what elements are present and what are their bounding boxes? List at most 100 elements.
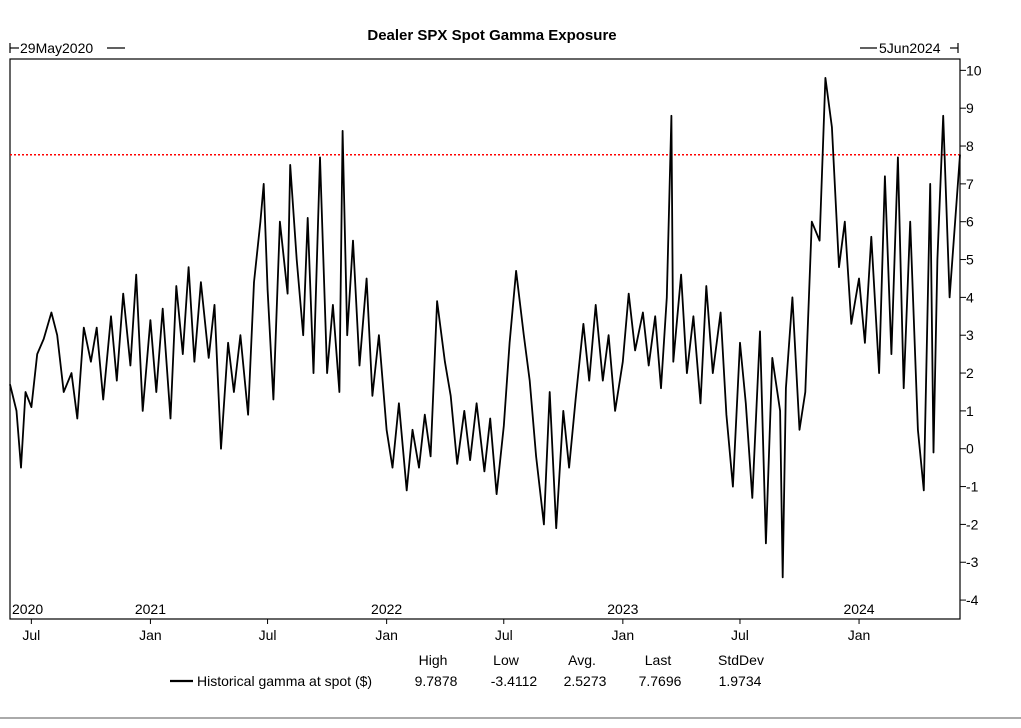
gamma-data-point: [346, 334, 348, 336]
gamma-data-point: [870, 236, 872, 238]
gamma-data-point: [213, 304, 216, 306]
gamma-data-point: [307, 217, 309, 219]
gamma-data-point: [70, 372, 73, 374]
y-tick-label: -4: [966, 592, 979, 608]
legend-value-low: -3.4112: [491, 673, 538, 689]
gamma-data-point: [122, 292, 124, 295]
range-start-label: 29May2020: [20, 40, 93, 56]
gamma-data-point: [483, 470, 485, 473]
gamma-data-point: [818, 240, 821, 242]
gamma-data-point: [608, 334, 610, 336]
gamma-data-point: [182, 353, 184, 355]
x-tick-label: Jan: [375, 627, 398, 643]
gamma-data-point: [535, 455, 537, 457]
gamma-data-point: [450, 395, 452, 397]
gamma-data-point: [719, 311, 722, 314]
y-tick-label: 10: [966, 62, 982, 78]
gamma-data-point: [959, 154, 961, 156]
gamma-data-point: [932, 451, 935, 454]
x-tick-label: Jan: [139, 627, 162, 643]
gamma-data-point: [56, 334, 58, 336]
gamma-data-point: [142, 410, 144, 412]
gamma-data-point: [239, 334, 241, 336]
gamma-data-point: [469, 459, 471, 461]
x-tick-label: Jul: [495, 627, 513, 643]
y-tick-label: 5: [966, 252, 974, 268]
year-label: 2021: [135, 601, 166, 617]
gamma-data-point: [897, 156, 899, 158]
gamma-data-point: [782, 576, 784, 578]
gamma-data-point: [342, 130, 344, 132]
gamma-data-point: [43, 338, 45, 340]
y-tick-label: 1: [966, 403, 974, 419]
gamma-data-point: [102, 398, 104, 401]
gamma-data-point: [759, 330, 761, 333]
gamma-data-point: [24, 391, 27, 393]
gamma-data-point: [568, 467, 570, 469]
gamma-data-point: [923, 489, 925, 491]
plot-area: [9, 58, 961, 620]
x-tick-label: Jul: [259, 627, 277, 643]
y-tick-label: -3: [966, 554, 979, 570]
gamma-data-point: [670, 115, 672, 117]
gamma-data-point: [162, 308, 164, 310]
gamma-data-point: [475, 402, 478, 404]
gamma-data-point: [326, 372, 328, 374]
gamma-data-point: [864, 342, 866, 344]
x-tick-label: Jul: [731, 627, 749, 643]
gamma-data-point: [63, 391, 65, 393]
gamma-data-point: [660, 387, 662, 389]
legend: High Low Avg. Last StdDev Historical gam…: [170, 652, 764, 689]
gamma-data-point: [574, 398, 577, 401]
gamma-data-point: [732, 485, 734, 488]
gamma-data-point: [83, 327, 85, 329]
gamma-data-point: [456, 463, 458, 465]
year-label: 2020: [12, 601, 43, 617]
gamma-data-point: [312, 372, 315, 374]
gamma-data-point: [135, 274, 137, 276]
gamma-data-point: [169, 417, 172, 420]
gamma-data-point: [220, 448, 222, 450]
gamma-data-point: [50, 311, 53, 314]
y-tick-label: 0: [966, 441, 974, 457]
gamma-data-point: [208, 357, 210, 359]
gamma-data-point: [503, 425, 505, 427]
gamma-data-point: [614, 410, 616, 412]
gamma-data-point: [588, 380, 590, 382]
gamma-data-point: [634, 349, 636, 351]
gamma-data-point: [831, 126, 833, 128]
gamma-data-point: [430, 455, 432, 457]
gamma-data-point: [279, 221, 281, 223]
legend-header-avg: Avg.: [568, 652, 596, 668]
legend-value-high: 9.7878: [415, 673, 458, 689]
gamma-data-point: [188, 266, 190, 268]
gamma-data-point: [76, 417, 78, 420]
gamma-data-point: [850, 323, 852, 325]
gamma-data-point: [699, 402, 702, 404]
legend-value-avg: 2.5273: [564, 673, 607, 689]
y-tick-label: -1: [966, 479, 979, 495]
gamma-data-point: [116, 380, 118, 382]
gamma-data-point: [155, 391, 157, 393]
gamma-data-point: [436, 300, 438, 302]
gamma-data-point: [765, 542, 767, 544]
gamma-data-point: [672, 361, 674, 363]
gamma-data-point: [463, 410, 465, 412]
gamma-data-point: [332, 304, 334, 306]
gamma-data-point: [200, 281, 202, 283]
legend-header-stddev: StdDev: [718, 652, 764, 668]
chart-title: Dealer SPX Spot Gamma Exposure: [367, 27, 616, 44]
gamma-data-point: [489, 417, 491, 420]
gamma-data-point: [622, 361, 624, 363]
gamma-data-point: [378, 334, 380, 336]
gamma-data-point: [529, 380, 531, 382]
gamma-data-point: [811, 221, 813, 223]
gamma-data-point: [884, 175, 886, 177]
gamma-data-point: [648, 364, 650, 367]
gamma-data-point: [302, 334, 304, 336]
gamma-data-point: [36, 353, 38, 355]
gamma-data-point: [692, 315, 694, 317]
gamma-data-point: [386, 429, 388, 431]
